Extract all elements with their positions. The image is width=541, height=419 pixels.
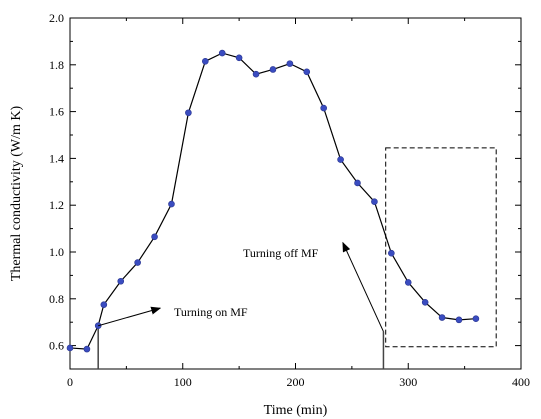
data-point [235,54,243,62]
data-point [252,70,260,78]
series-line [69,52,476,350]
data-point [354,179,361,187]
data-point [337,156,344,163]
data-point [202,57,209,65]
annotation-turning-off-mf: Turning off MF [243,246,319,260]
y-tick-label: 1.4 [49,151,64,165]
data-point [320,104,327,112]
y-tick-label: 1.2 [49,198,64,212]
x-tick-label: 100 [174,375,192,389]
data-point [83,345,91,353]
data-point [421,299,429,306]
x-tick-label: 200 [287,375,305,389]
data-point [472,315,480,322]
data-point [404,279,412,286]
y-tick-label: 0.8 [49,292,64,306]
highlight-box-layer [385,147,497,348]
annotation-turning-on-mf: Turning on MF [174,305,248,319]
x-tick-label: 0 [67,375,73,389]
mf-marker-lines [97,325,385,369]
highlight-box [385,147,497,348]
y-axis-label: Thermal conductivity (W/m K) [9,105,24,281]
data-point [134,259,141,266]
data-point [185,109,192,117]
data-point [286,60,294,67]
data-point [117,277,125,285]
y-tick-label: 2.0 [49,11,64,25]
data-point [100,301,108,308]
y-tick-label: 1.6 [49,105,64,119]
data-point [438,314,446,321]
arrow-turning-on-mf [98,306,162,327]
data-point [168,200,175,208]
x-axis-label: Time (min) [264,403,328,418]
y-tick-label: 1.8 [49,58,64,72]
data-point [303,68,311,76]
x-tick-label: 400 [512,375,530,389]
x-tick-label: 300 [399,375,417,389]
series-layer [66,49,480,353]
data-point [66,344,74,352]
data-point [455,316,463,324]
data-point [151,233,158,241]
data-point [218,49,226,57]
y-tick-label: 0.6 [49,339,64,353]
arrow-turning-off-mf [342,241,384,332]
data-point [269,66,277,73]
data-point [388,249,395,257]
data-point [371,198,378,205]
plot-frame [69,17,522,370]
annotations: Turning on MF Turning off MF [98,241,384,332]
axes: 0 100 200 300 400 0.6 0.8 1.0 1.2 1.4 1.6 1.8 2.0 [49,11,530,389]
y-tick-label: 1.0 [49,245,64,259]
